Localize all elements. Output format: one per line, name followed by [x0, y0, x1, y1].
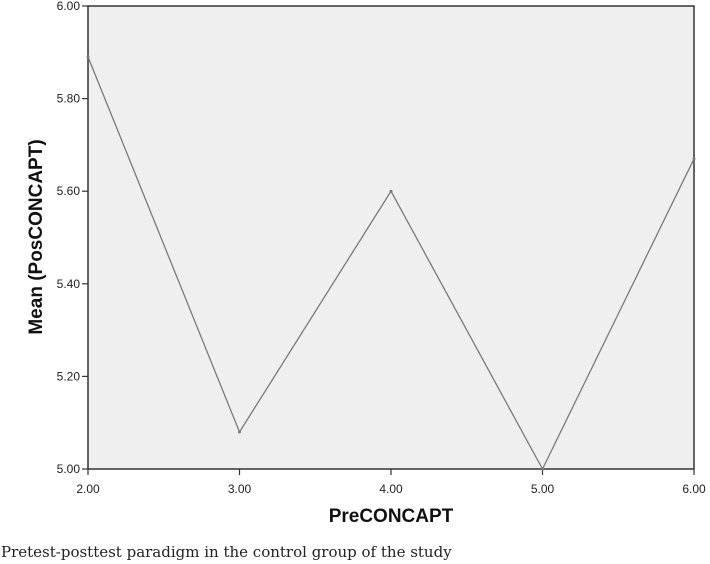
x-tick-label: 4.00 — [379, 482, 403, 496]
x-tick-label: 5.00 — [531, 482, 555, 496]
x-axis: 2.00 3.00 4.00 5.00 6.00 — [76, 469, 706, 496]
data-point — [389, 189, 393, 193]
data-points — [86, 55, 696, 471]
x-tick-label: 6.00 — [682, 482, 706, 496]
plot-area — [87, 5, 695, 470]
y-axis: 5.00 5.20 5.40 5.60 5.80 6.00 — [57, 0, 88, 476]
data-point — [541, 467, 544, 471]
y-tick-label: 5.80 — [57, 92, 81, 106]
y-tick-label: 6.00 — [57, 0, 81, 13]
y-tick-label: 5.00 — [57, 462, 81, 476]
y-tick-label: 5.20 — [57, 369, 81, 383]
x-axis-title: PreCONCAPT — [329, 506, 454, 527]
line-chart: 5.00 5.20 5.40 5.60 5.80 6.00 2.00 3.00 4.00 5.0… — [26, 0, 706, 527]
y-tick-label: 5.60 — [57, 184, 81, 198]
data-point — [86, 55, 90, 59]
x-tick-label: 3.00 — [228, 482, 252, 496]
x-tick-label: 2.00 — [76, 482, 100, 496]
y-tick-label: 5.40 — [57, 277, 81, 291]
data-point — [238, 430, 241, 434]
figure-caption: Pretest-posttest paradigm in the control… — [1, 543, 452, 561]
data-point — [692, 157, 696, 161]
y-axis-title: Mean (PosCONCAPT) — [26, 139, 47, 334]
